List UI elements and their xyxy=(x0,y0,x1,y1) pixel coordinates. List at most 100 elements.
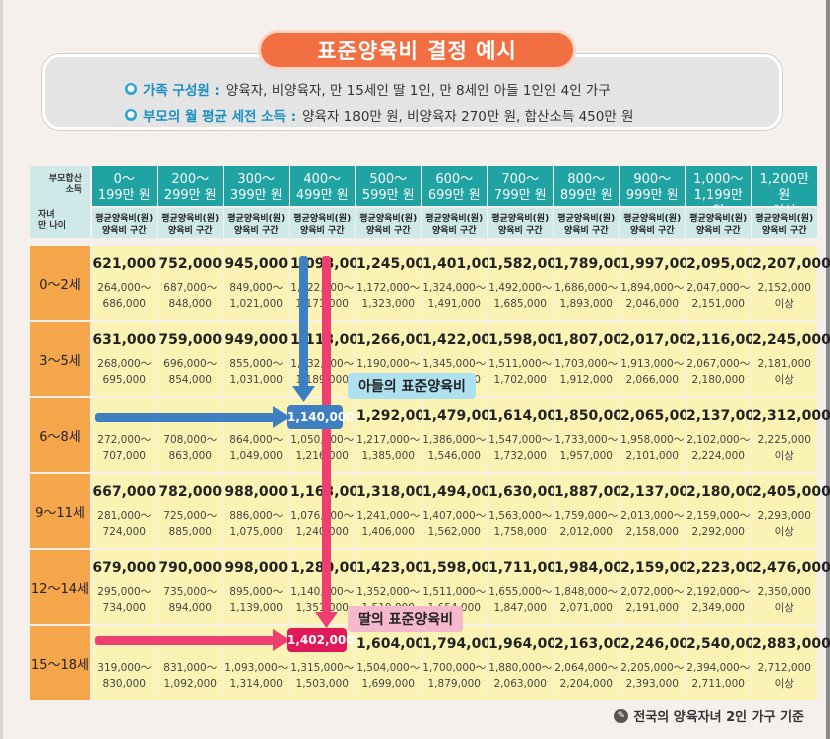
average-cost: 2,137,000 xyxy=(686,408,765,424)
income-range-label: 500～ 599만 원 xyxy=(361,172,415,203)
average-cost: 1,318,000 xyxy=(356,484,435,500)
average-cost: 1,422,000 xyxy=(422,332,501,348)
table-cell: 831,000～ 1,092,000 xyxy=(158,626,223,700)
cost-range: 725,000～ 885,000 xyxy=(163,510,218,538)
table-cell: 272,000～ 707,000 xyxy=(92,398,157,472)
age-label: 3～5세 xyxy=(39,353,81,369)
average-cost: 1,423,000 xyxy=(356,560,435,576)
table-cell: 1,997,000 1,894,000～ 2,046,000 xyxy=(620,246,699,320)
table-cell: 2,180,000 2,159,000～ 2,292,000 xyxy=(686,474,765,548)
average-cost: 2,065,000 xyxy=(620,408,699,424)
cost-range: 1,848,000～ 2,071,000 xyxy=(554,586,619,614)
daughter-callout: 딸의 표준양육비 xyxy=(348,606,464,632)
cost-range: 1,032,000～ 1,189,000 xyxy=(290,358,355,386)
average-cost: 2,246,000 xyxy=(620,636,699,652)
column-subheader: 평균양육비(원) 양육비 구간 xyxy=(290,208,355,238)
cost-range: 1,076,000～ 1,240,000 xyxy=(290,510,355,538)
average-cost: 1,794,000 xyxy=(422,636,501,652)
left-frame xyxy=(0,0,3,739)
table-cell: 1,794,000 1,700,000～ 1,879,000 xyxy=(422,626,501,700)
age-label: 12～14세 xyxy=(30,581,90,597)
cost-range: 268,000～ 695,000 xyxy=(97,358,152,386)
cost-range: 1,492,000～ 1,685,000 xyxy=(488,282,553,310)
cost-range: 1,386,000～ 1,546,000 xyxy=(422,434,487,462)
average-cost: 2,883,000 xyxy=(752,636,830,652)
table-cell: 945,000 849,000～ 1,021,000 xyxy=(224,246,289,320)
average-cost: 949,000 xyxy=(224,332,289,348)
cost-range: 735,000～ 894,000 xyxy=(163,586,218,614)
daughter-value-badge: 1,402,000 xyxy=(287,628,355,652)
table-cell: 2,540,000 2,394,000～ 2,711,000 xyxy=(686,626,765,700)
table-cell: 708,000～ 863,000 xyxy=(158,398,223,472)
table-cell: 1,711,000 1,655,000～ 1,847,000 xyxy=(488,550,567,624)
cost-range: 1,563,000～ 1,758,000 xyxy=(488,510,553,538)
average-cost: 1,964,000 xyxy=(488,636,567,652)
cost-range: 2,067,000～ 2,180,000 xyxy=(686,358,751,386)
cost-range: 2,712,000 이상 xyxy=(757,662,811,690)
table-cell: 631,000 268,000～ 695,000 xyxy=(92,322,157,396)
income-header: 200～ 299만 원 xyxy=(158,166,223,206)
table-cell: 1,604,000 1,504,000～ 1,699,000 xyxy=(356,626,435,700)
income-header: 500～ 599만 원 xyxy=(356,166,421,206)
info-income-label: 부모의 월 평균 세전 소득 : xyxy=(143,109,297,125)
average-cost: 2,540,000 xyxy=(686,636,765,652)
average-cost: 1,401,000 xyxy=(422,256,501,272)
cost-range: 2,293,000 이상 xyxy=(757,510,811,538)
cost-range: 1,894,000～ 2,046,000 xyxy=(620,282,685,310)
age-row-label: 15～18세 xyxy=(30,626,90,700)
average-cost: 1,984,000 xyxy=(554,560,633,576)
subheader-label: 평균양육비(원) 양육비 구간 xyxy=(623,214,682,236)
cost-range: 864,000～ 1,049,000 xyxy=(229,434,284,462)
table-cell: 1,245,000 1,172,000～ 1,323,000 xyxy=(356,246,435,320)
table-cell: 1,807,000 1,703,000～ 1,912,000 xyxy=(554,322,633,396)
table-cell: 790,000 735,000～ 894,000 xyxy=(158,550,223,624)
info-bullet-icon: ● xyxy=(125,83,137,95)
table-cell: 759,000 696,000～ 854,000 xyxy=(158,322,223,396)
average-cost: 2,180,000 xyxy=(686,484,765,500)
table-cell: 998,000 895,000～ 1,139,000 xyxy=(224,550,289,624)
average-cost: 1,850,000 xyxy=(554,408,633,424)
table-cell: 2,245,000 2,181,000 이상 xyxy=(752,322,830,396)
income-header: 800～ 899만 원 xyxy=(554,166,619,206)
table-cell: 2,163,000 2,064,000～ 2,204,000 xyxy=(554,626,633,700)
subheader-label: 평균양육비(원) 양육비 구간 xyxy=(755,214,814,236)
table-cell: 667,000 281,000～ 724,000 xyxy=(92,474,157,548)
table-cell: 1,964,000 1,880,000～ 2,063,000 xyxy=(488,626,567,700)
cost-range: 2,350,000 이상 xyxy=(757,586,811,614)
income-header: 400～ 499만 원 xyxy=(290,166,355,206)
footnote-text: 전국의 양육자녀 2인 가구 기준 xyxy=(633,710,804,725)
table-cell: 988,000 886,000～ 1,075,000 xyxy=(224,474,289,548)
table-cell: 2,223,000 2,192,000～ 2,349,000 xyxy=(686,550,765,624)
cost-range: 696,000～ 854,000 xyxy=(163,358,218,386)
table-cell: 1,984,000 1,848,000～ 2,071,000 xyxy=(554,550,633,624)
cost-range: 687,000～ 848,000 xyxy=(163,282,218,310)
column-subheader: 평균양육비(원) 양육비 구간 xyxy=(356,208,421,238)
cost-range: 886,000～ 1,075,000 xyxy=(229,510,284,538)
average-cost: 679,000 xyxy=(92,560,157,576)
cost-range: 1,172,000～ 1,323,000 xyxy=(356,282,421,310)
cost-range: 2,047,000～ 2,151,000 xyxy=(686,282,751,310)
cost-range: 1,759,000～ 2,012,000 xyxy=(554,510,619,538)
table-cell: 2,065,000 1,958,000～ 2,101,000 xyxy=(620,398,699,472)
info-line-family: ● 가족 구성원 : 양육자, 비양육자, 만 15세인 딸 1인, 만 8세인… xyxy=(125,79,611,99)
table-cell: 319,000～ 830,000 xyxy=(92,626,157,700)
right-frame xyxy=(826,0,830,739)
cost-range: 849,000～ 1,021,000 xyxy=(229,282,284,310)
income-range-label: 800～ 899만 원 xyxy=(559,172,613,203)
table-cell: 1,479,000 1,386,000～ 1,546,000 xyxy=(422,398,501,472)
average-cost: 1,280,000 xyxy=(290,560,369,576)
column-subheader: 평균양육비(원) 양육비 구간 xyxy=(620,208,685,238)
cost-range: 1,217,000～ 1,385,000 xyxy=(356,434,421,462)
income-range-label: 200～ 299만 원 xyxy=(163,172,217,203)
average-cost: 2,476,000 xyxy=(752,560,830,576)
average-cost: 2,017,000 xyxy=(620,332,699,348)
average-cost: 1,630,000 xyxy=(488,484,567,500)
cost-range: 2,181,000 이상 xyxy=(757,358,811,386)
average-cost: 759,000 xyxy=(158,332,223,348)
average-cost: 1,098,000 xyxy=(290,256,369,272)
table-cell: 1,789,000 1,686,000～ 1,893,000 xyxy=(554,246,633,320)
cost-range: 295,000～ 734,000 xyxy=(97,586,152,614)
cost-range: 1,703,000～ 1,912,000 xyxy=(554,358,619,386)
cost-range: 831,000～ 1,092,000 xyxy=(163,662,218,690)
table-cell: 1,494,000 1,407,000～ 1,562,000 xyxy=(422,474,501,548)
